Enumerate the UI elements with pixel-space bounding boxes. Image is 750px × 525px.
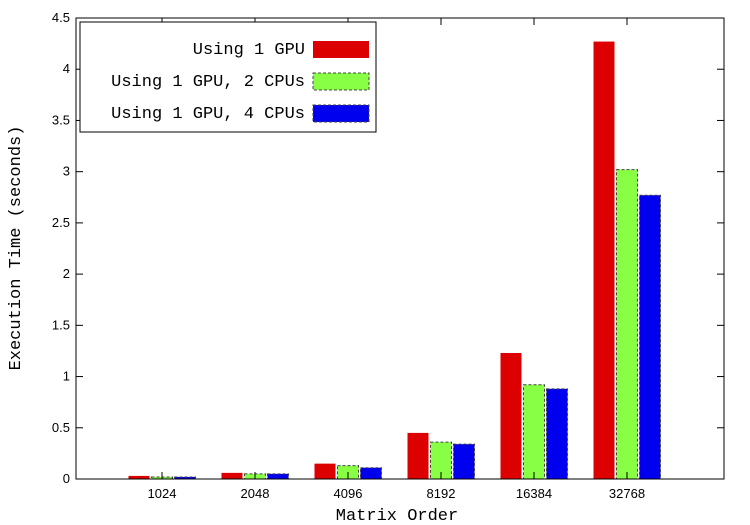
bar-2-8192 xyxy=(430,441,452,480)
legend-swatch xyxy=(312,72,370,91)
y-tick-label: 4.5 xyxy=(52,10,70,25)
y-tick-label: 3 xyxy=(63,164,70,179)
y-tick-label: 4 xyxy=(63,61,70,76)
bar-1-1024 xyxy=(128,475,150,479)
bars-group xyxy=(128,41,661,480)
bar-3-32768 xyxy=(639,194,661,480)
bar-2-32768 xyxy=(616,169,638,480)
bar-1-32768 xyxy=(593,41,615,479)
x-tick-label: 8192 xyxy=(427,486,456,501)
y-tick-label: 3.5 xyxy=(52,112,70,127)
bar-3-16384 xyxy=(546,388,568,480)
bar-1-2048 xyxy=(221,472,243,479)
x-axis: 1024 2048 4096 8192 16384 32768 xyxy=(148,18,645,501)
bar-3-4096 xyxy=(360,467,382,480)
y-axis: 0 0.5 1 1.5 2 2.5 3 3.5 4 4.5 xyxy=(52,10,724,486)
bar-3-8192 xyxy=(453,443,475,480)
y-tick-label: 2.5 xyxy=(52,215,70,230)
x-tick-label: 4096 xyxy=(334,486,363,501)
x-tick-label: 16384 xyxy=(516,486,552,501)
legend-label: Using 1 GPU, 2 CPUs xyxy=(111,73,305,92)
x-tick-label: 1024 xyxy=(148,486,177,501)
bar-3-2048 xyxy=(267,473,289,480)
legend: Using 1 GPU Using 1 GPU, 2 CPUs Using 1 GP… xyxy=(79,21,377,133)
y-tick-label: 1.5 xyxy=(52,317,70,332)
bar-1-16384 xyxy=(500,352,522,479)
y-tick-label: 0.5 xyxy=(52,420,70,435)
legend-label: Using 1 GPU xyxy=(193,41,305,60)
legend-swatch xyxy=(313,41,369,58)
bar-1-8192 xyxy=(407,432,429,479)
y-tick-label: 2 xyxy=(63,266,70,281)
plot-frame xyxy=(75,17,725,480)
x-tick-label: 32768 xyxy=(609,486,645,501)
y-tick-label: 1 xyxy=(63,369,70,384)
bar-1-4096 xyxy=(314,463,336,479)
legend-swatch xyxy=(312,104,370,123)
bar-3-1024 xyxy=(174,476,196,480)
legend-label: Using 1 GPU, 4 CPUs xyxy=(111,105,305,124)
x-axis-title: Matrix Order xyxy=(336,507,458,525)
x-tick-label: 2048 xyxy=(241,486,270,501)
bar-2-16384 xyxy=(523,384,545,480)
y-axis-title: Execution Time (seconds) xyxy=(7,126,26,371)
y-tick-label: 0 xyxy=(63,471,70,486)
